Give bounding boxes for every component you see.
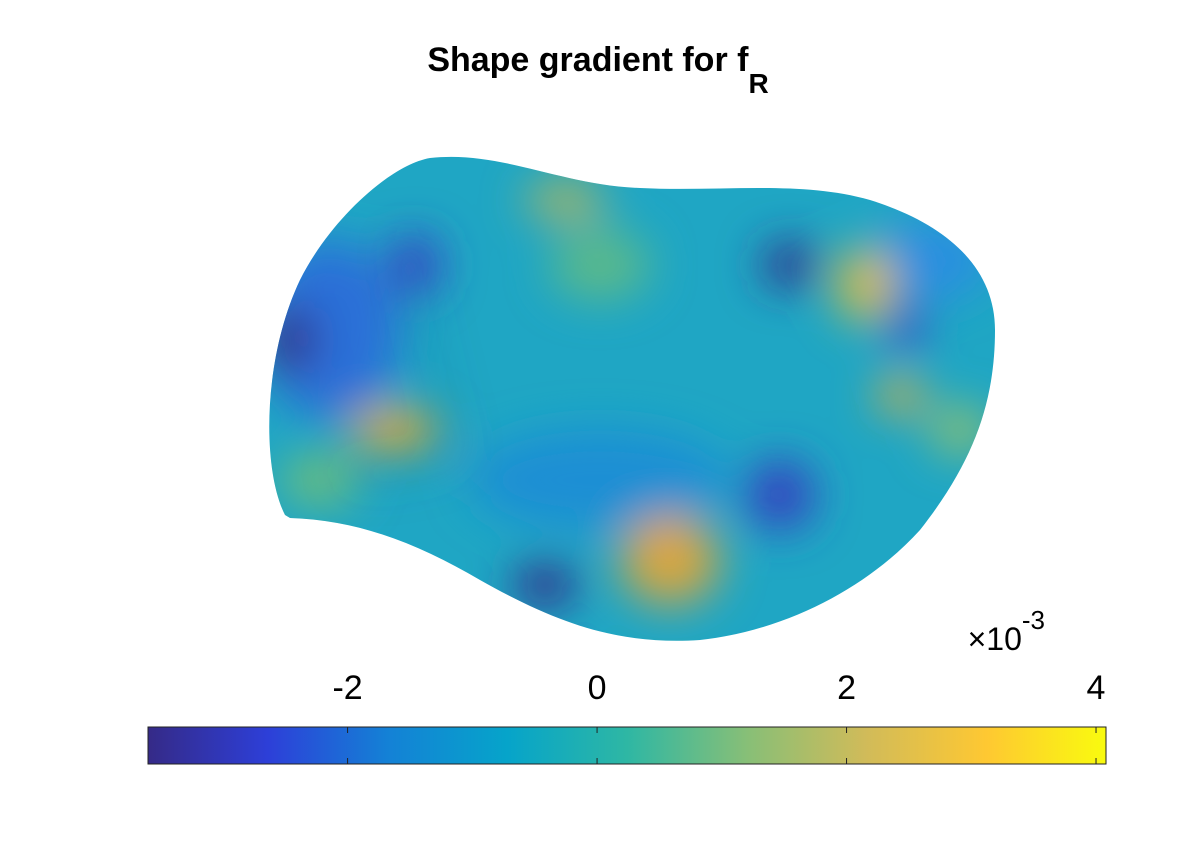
tick-label: -2 xyxy=(332,669,362,707)
multiplier: ×10-3 xyxy=(968,605,1045,658)
multiplier-power: -3 xyxy=(1022,605,1045,635)
chart-title: Shape gradient for fR xyxy=(427,41,768,99)
tick-label: 0 xyxy=(588,669,607,707)
title-text: Shape gradient for f xyxy=(427,41,749,79)
surface xyxy=(269,156,995,641)
multiplier-base: ×10 xyxy=(968,621,1022,657)
tick-label: 2 xyxy=(837,669,856,707)
tick-label: 4 xyxy=(1087,669,1106,707)
surface-shading xyxy=(269,184,990,607)
title-subscript: R xyxy=(748,68,768,99)
colorbar xyxy=(147,726,1107,765)
